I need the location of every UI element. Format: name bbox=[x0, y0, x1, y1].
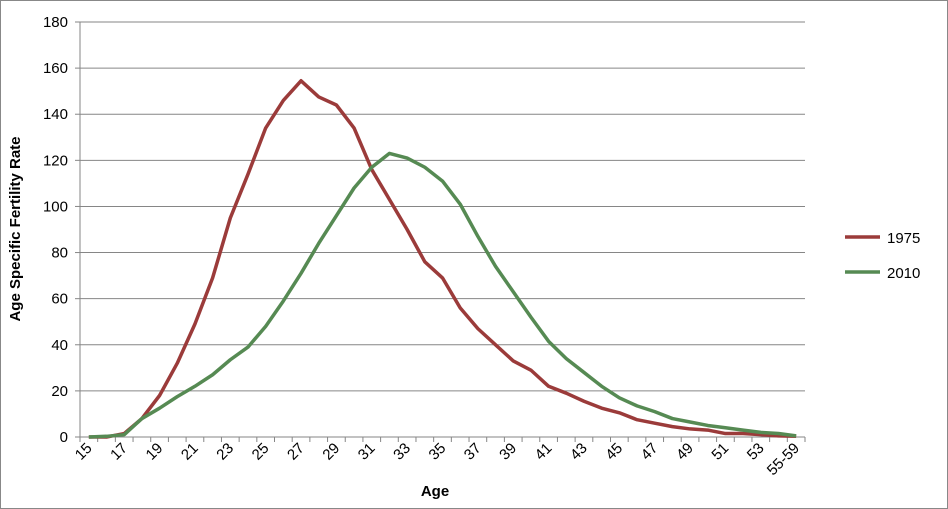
y-axis-title: Age Specific Fertility Rate bbox=[7, 136, 24, 321]
y-tick-label: 100 bbox=[43, 198, 68, 215]
y-tick-label: 40 bbox=[51, 337, 68, 354]
x-axis-title: Age bbox=[421, 483, 449, 500]
legend-label: 2010 bbox=[887, 265, 920, 282]
y-tick-label: 80 bbox=[51, 245, 68, 262]
series-line bbox=[88, 79, 797, 439]
y-tick-label: 140 bbox=[43, 106, 68, 123]
series-line bbox=[88, 151, 797, 439]
y-tick-label: 120 bbox=[43, 152, 68, 169]
y-tick-label: 180 bbox=[43, 14, 68, 31]
y-tick-label: 0 bbox=[60, 429, 68, 446]
y-tick-label: 20 bbox=[51, 383, 68, 400]
legend-label: 1975 bbox=[887, 230, 920, 247]
y-tick-label: 160 bbox=[43, 60, 68, 77]
y-tick-label: 60 bbox=[51, 291, 68, 308]
